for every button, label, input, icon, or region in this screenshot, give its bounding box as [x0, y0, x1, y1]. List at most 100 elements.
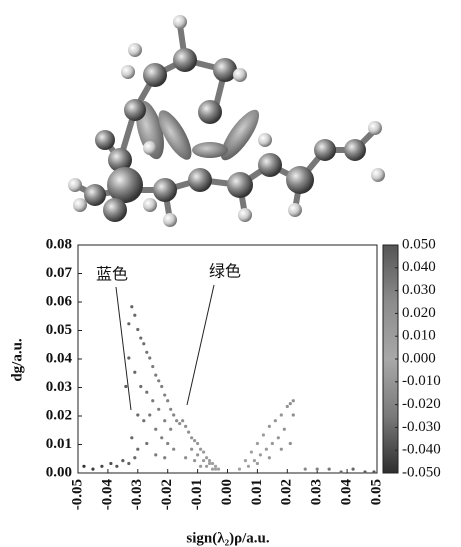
point — [196, 453, 200, 457]
point — [157, 407, 161, 411]
point — [130, 436, 134, 440]
colorbar-tick-label: 0.030 — [402, 282, 436, 298]
x-tick-label: -0.04 — [99, 479, 115, 511]
point — [124, 384, 128, 389]
y-tick-label: 0.02 — [46, 407, 72, 423]
point — [213, 467, 218, 471]
point — [193, 459, 197, 463]
point — [190, 447, 194, 451]
point — [148, 413, 152, 417]
point — [285, 404, 289, 409]
x-tick-label: 0.04 — [339, 479, 355, 506]
molecule-atoms — [68, 15, 385, 227]
point — [279, 447, 283, 451]
y-tick-label: 0.04 — [46, 350, 73, 366]
point — [207, 461, 212, 466]
point — [127, 322, 131, 326]
point — [163, 419, 167, 423]
y-tick-label: 0.05 — [46, 322, 72, 338]
x-tick-label: 0.01 — [249, 479, 265, 505]
colorbar-tick-label: 0.010 — [402, 328, 436, 344]
point — [136, 327, 140, 332]
point — [363, 470, 367, 474]
point — [204, 456, 209, 460]
point — [133, 456, 137, 460]
point — [157, 379, 161, 383]
y-tick-label: 0.07 — [46, 265, 73, 281]
point — [133, 313, 137, 317]
point — [133, 370, 137, 374]
point — [145, 350, 149, 354]
point — [139, 336, 143, 340]
colorbar-tick-label: 0.000 — [402, 350, 436, 366]
point — [154, 427, 158, 431]
point — [339, 470, 343, 474]
point — [166, 441, 170, 446]
point — [91, 467, 95, 471]
point — [169, 407, 173, 411]
point — [237, 467, 242, 471]
annotation: 蓝色 — [96, 265, 128, 284]
point — [255, 441, 259, 446]
colorbar-tick-label: 0.050 — [402, 236, 436, 252]
point — [142, 342, 146, 346]
x-tick-label: 0.00 — [219, 479, 235, 505]
point — [172, 447, 176, 451]
point — [148, 356, 152, 360]
leader-line — [186, 284, 215, 406]
point — [136, 413, 140, 417]
point — [142, 419, 146, 423]
point — [127, 356, 131, 360]
point — [172, 413, 176, 417]
point — [252, 459, 257, 463]
point — [187, 430, 191, 434]
point — [264, 447, 268, 451]
point — [115, 464, 119, 468]
colorbar-tick-label: -0.020 — [402, 396, 441, 412]
x-tick-label: 0.03 — [309, 479, 325, 505]
point — [154, 453, 158, 457]
point — [166, 399, 170, 403]
colorbar-tick-label: -0.030 — [402, 419, 441, 435]
y-tick-label: 0.08 — [46, 236, 72, 252]
point — [160, 384, 164, 389]
y-tick-label: 0.00 — [46, 464, 72, 480]
point — [82, 464, 86, 468]
x-axis-title: sign(λ₂)ρ/a.u. — [186, 530, 269, 546]
x-tick-label: -0.03 — [129, 479, 145, 510]
point — [267, 456, 271, 460]
point — [190, 436, 194, 440]
point — [282, 427, 286, 431]
molecule-surfaces — [136, 100, 260, 161]
point — [246, 464, 251, 468]
point — [279, 413, 283, 417]
colorbar-tick-label: -0.040 — [402, 442, 441, 458]
colorbar-tick-label: 0.020 — [402, 305, 436, 321]
point — [315, 467, 319, 471]
point — [198, 464, 203, 468]
point — [184, 456, 188, 460]
point — [160, 436, 164, 440]
point — [175, 419, 179, 423]
point — [327, 467, 331, 471]
y-tick-label: 0.01 — [46, 436, 72, 452]
point — [288, 402, 292, 406]
point — [127, 461, 131, 466]
point — [151, 364, 155, 369]
point — [184, 424, 188, 428]
y-axis-title: dg/a.u. — [9, 338, 25, 382]
point — [255, 461, 259, 466]
point — [130, 305, 134, 309]
point — [193, 439, 197, 443]
point — [213, 464, 218, 468]
point — [303, 467, 307, 471]
point — [198, 447, 203, 451]
point — [196, 441, 200, 446]
point — [201, 450, 206, 454]
point — [139, 384, 143, 389]
point — [372, 470, 376, 474]
leader-line — [115, 286, 132, 411]
point — [109, 461, 113, 466]
point — [181, 419, 185, 423]
